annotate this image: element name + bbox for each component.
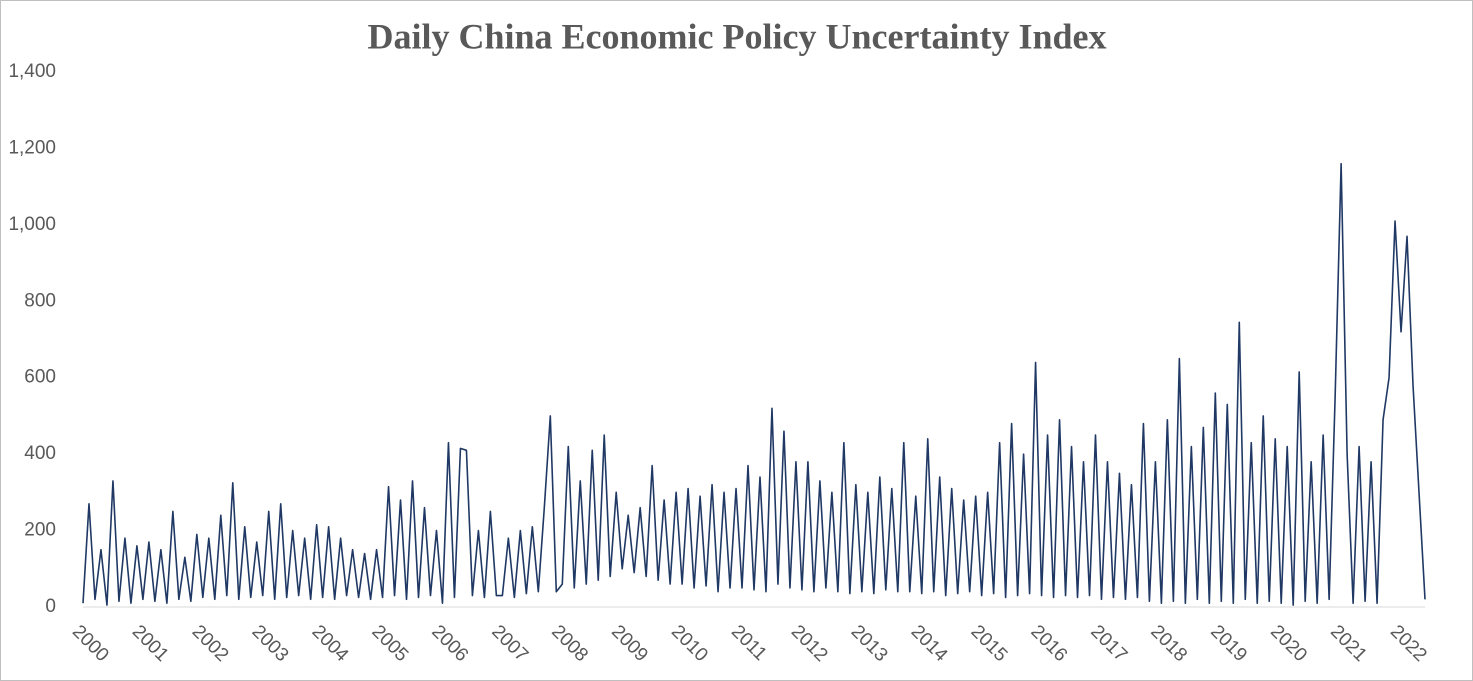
y-tick-label: 0 [45,596,56,617]
y-tick-label: 400 [24,443,56,464]
y-tick-label: 1,400 [8,61,56,82]
y-tick-label: 1,000 [8,214,56,235]
y-tick-label: 1,200 [8,137,56,158]
y-tick-label: 200 [24,520,56,541]
y-tick-label: 600 [24,367,56,388]
chart-title: Daily China Economic Policy Uncertainty … [368,16,1107,56]
series-line [82,162,1426,606]
y-tick-label: 800 [24,290,56,311]
